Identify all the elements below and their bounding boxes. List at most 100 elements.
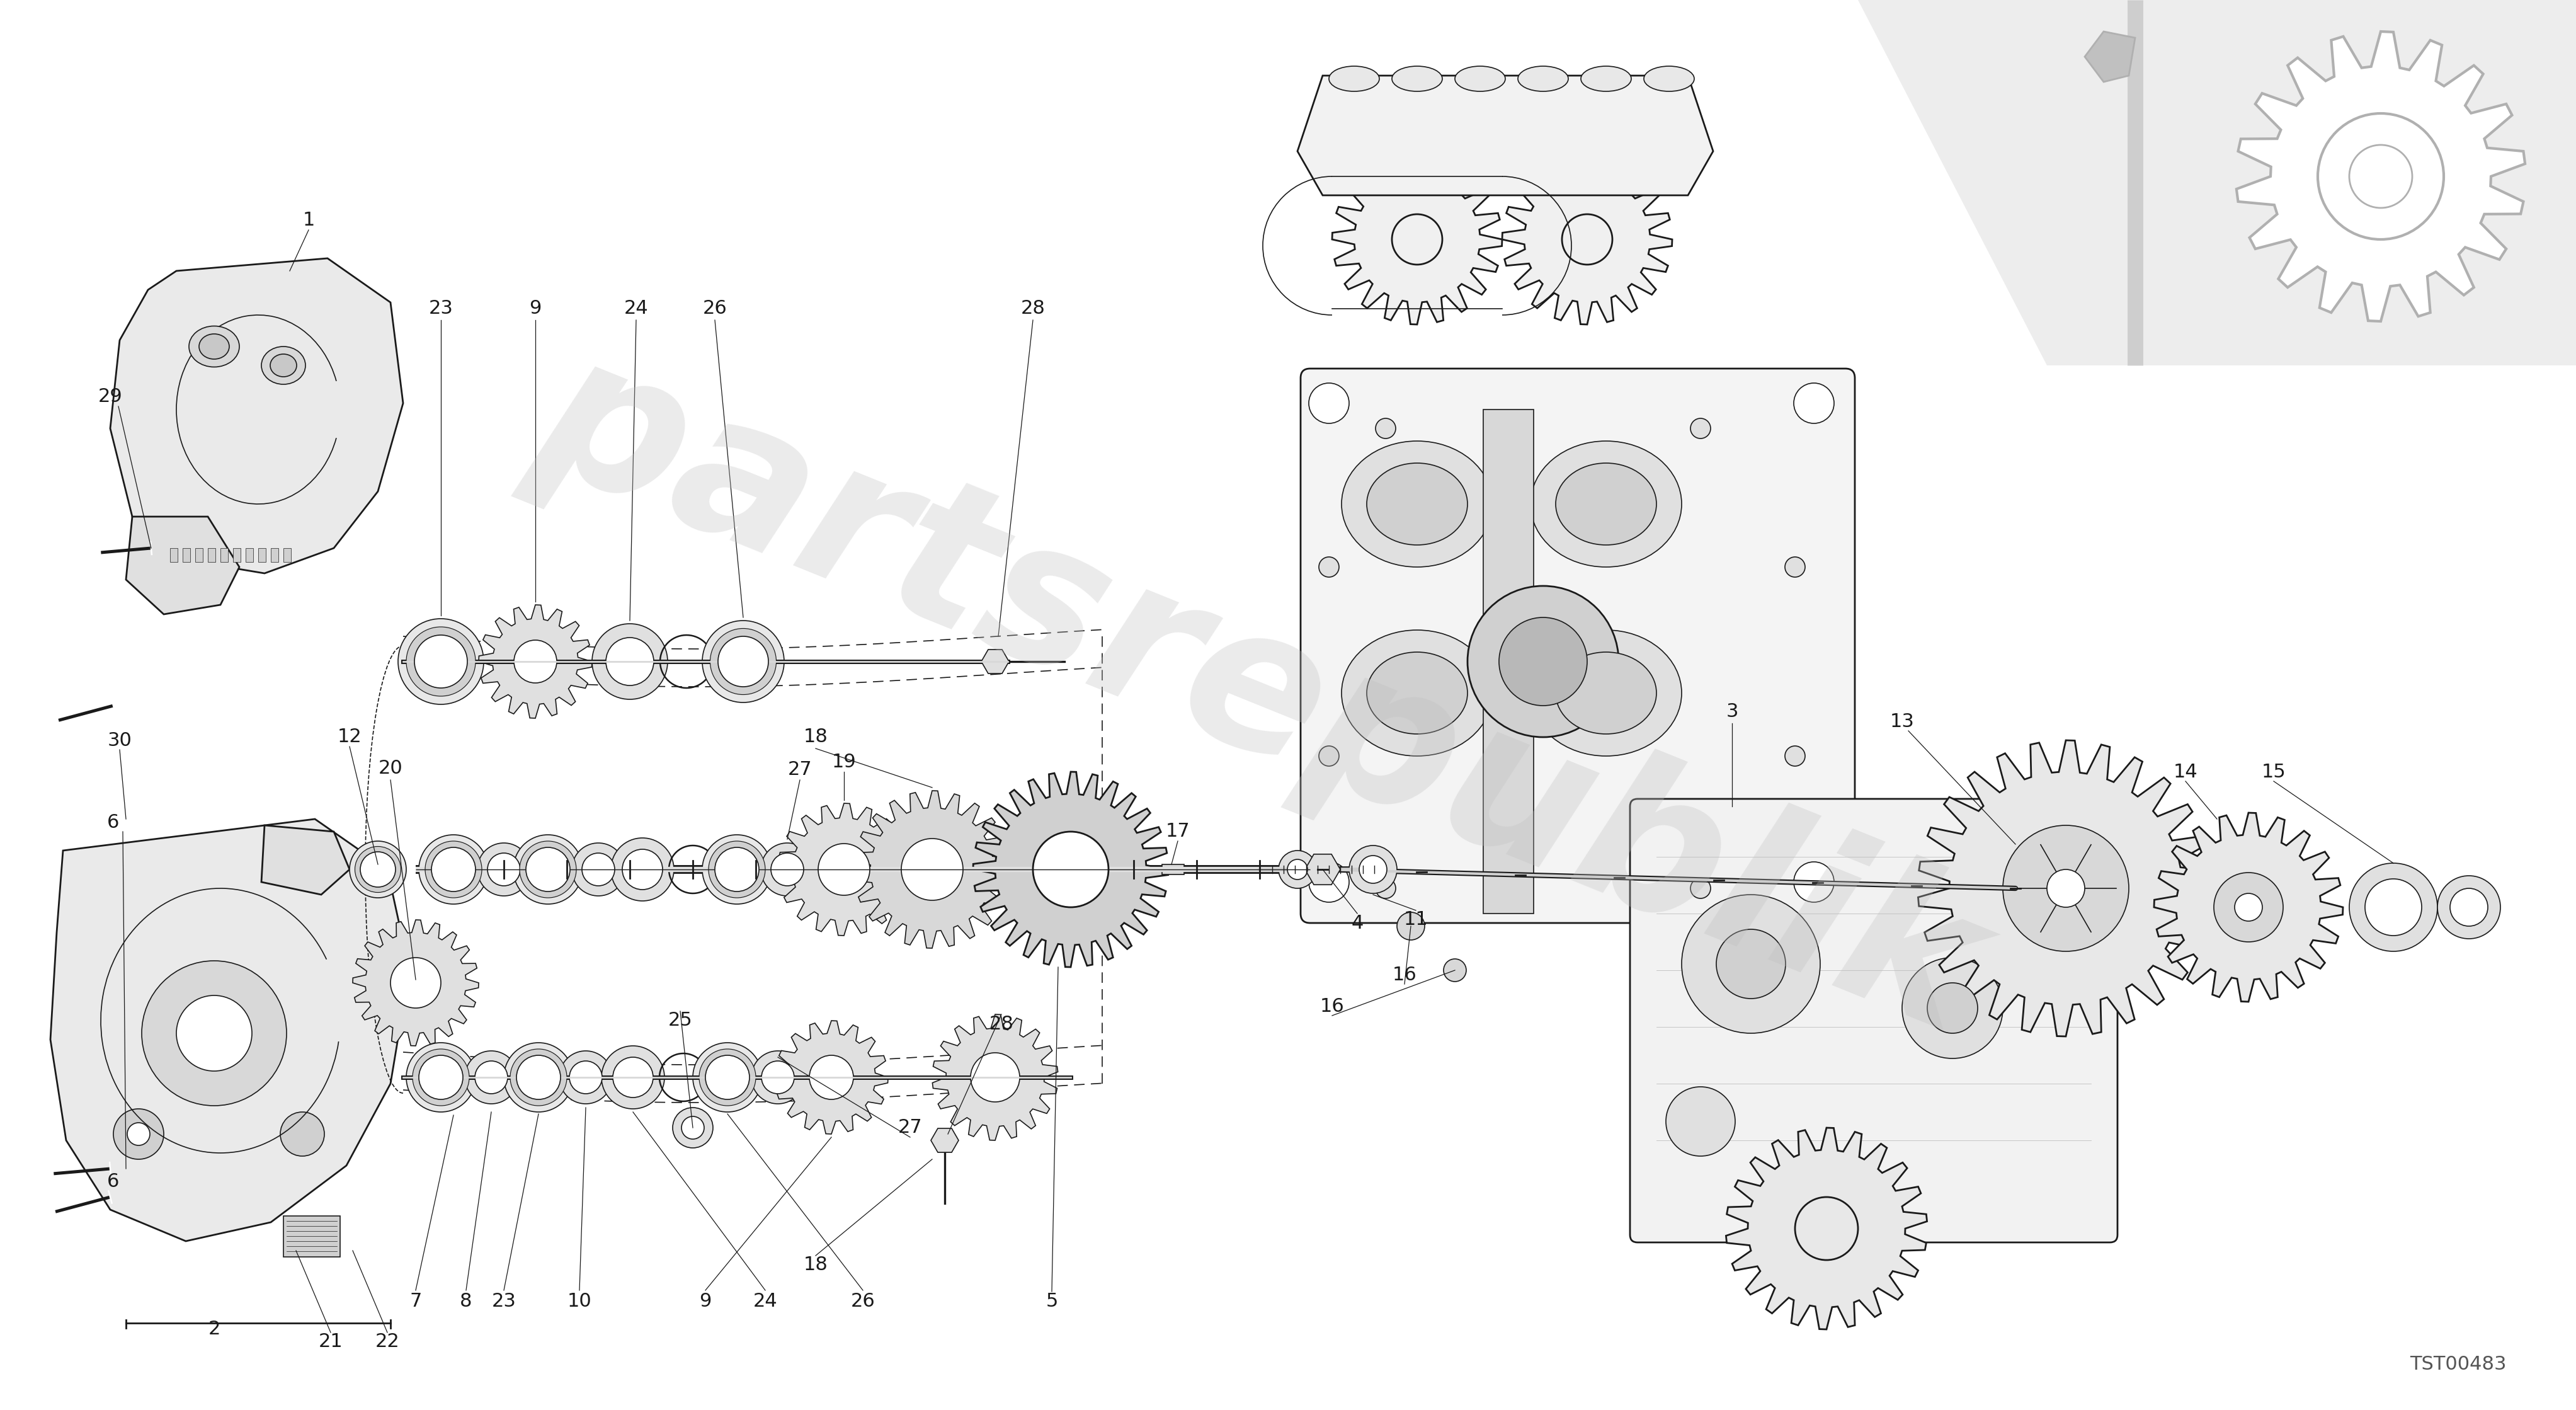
Circle shape [515, 1055, 562, 1100]
Text: 14: 14 [2172, 763, 2197, 781]
Text: 9: 9 [528, 299, 541, 317]
Circle shape [126, 1122, 149, 1145]
Circle shape [487, 853, 520, 885]
FancyBboxPatch shape [1631, 799, 2117, 1242]
Polygon shape [2236, 31, 2524, 321]
Circle shape [2349, 145, 2411, 207]
Circle shape [902, 839, 963, 901]
Circle shape [809, 1055, 853, 1100]
Bar [222, 548, 227, 563]
Circle shape [719, 636, 768, 687]
Circle shape [605, 637, 654, 685]
Ellipse shape [1530, 441, 1682, 567]
Ellipse shape [1365, 462, 1468, 546]
Circle shape [474, 1060, 507, 1094]
Text: 23: 23 [492, 1292, 515, 1310]
Polygon shape [260, 825, 350, 894]
Circle shape [1278, 850, 1316, 888]
Polygon shape [1917, 740, 2213, 1036]
Bar [283, 1215, 340, 1256]
Circle shape [1927, 983, 1978, 1034]
Circle shape [703, 835, 770, 904]
Ellipse shape [1556, 651, 1656, 735]
Circle shape [520, 842, 577, 898]
Circle shape [420, 1055, 464, 1100]
Circle shape [1376, 878, 1396, 898]
Circle shape [1690, 878, 1710, 898]
Circle shape [2213, 873, 2282, 942]
Circle shape [392, 957, 440, 1008]
Circle shape [613, 1058, 652, 1097]
Circle shape [572, 843, 623, 895]
Text: 1: 1 [301, 211, 314, 230]
Text: 4: 4 [1350, 914, 1363, 932]
Polygon shape [1502, 154, 1672, 324]
Circle shape [407, 1042, 477, 1112]
Circle shape [1358, 856, 1386, 883]
Circle shape [714, 847, 760, 891]
Circle shape [1793, 862, 1834, 902]
Circle shape [1288, 859, 1306, 880]
Circle shape [1468, 587, 1618, 737]
Circle shape [113, 1108, 165, 1159]
Text: 16: 16 [1391, 966, 1417, 984]
Polygon shape [2154, 812, 2342, 1001]
Text: 11: 11 [1404, 911, 1427, 929]
Ellipse shape [270, 354, 296, 376]
Text: 25: 25 [667, 1011, 693, 1029]
Circle shape [1901, 957, 2002, 1059]
FancyBboxPatch shape [1301, 368, 1855, 924]
Circle shape [1350, 846, 1396, 894]
Circle shape [623, 849, 662, 890]
Circle shape [752, 1050, 804, 1104]
Circle shape [2437, 876, 2499, 939]
Ellipse shape [1391, 66, 1443, 92]
Circle shape [711, 629, 775, 695]
Circle shape [1795, 1197, 1857, 1261]
Ellipse shape [260, 347, 307, 385]
Bar [232, 548, 240, 563]
Circle shape [361, 852, 397, 887]
Text: 28: 28 [989, 1015, 1012, 1034]
Ellipse shape [1342, 630, 1492, 756]
Circle shape [355, 846, 402, 893]
Text: 16: 16 [1319, 998, 1345, 1017]
Ellipse shape [1556, 462, 1656, 546]
Circle shape [698, 1049, 755, 1105]
Bar [270, 548, 278, 563]
Text: 18: 18 [804, 728, 827, 746]
Circle shape [1561, 214, 1613, 265]
Circle shape [175, 995, 252, 1072]
Bar [258, 548, 265, 563]
Ellipse shape [1342, 441, 1492, 567]
Text: 28: 28 [1020, 299, 1046, 317]
Text: 27: 27 [788, 761, 811, 780]
Circle shape [1499, 618, 1587, 705]
Text: 7: 7 [410, 1292, 422, 1310]
Text: 20: 20 [379, 760, 402, 778]
Text: 10: 10 [567, 1292, 592, 1310]
Polygon shape [1857, 0, 2576, 365]
Polygon shape [1303, 854, 1340, 884]
Circle shape [2020, 842, 2112, 935]
Text: 15: 15 [2262, 763, 2285, 781]
Circle shape [1376, 419, 1396, 439]
Circle shape [477, 843, 531, 895]
Text: 5: 5 [1046, 1292, 1059, 1310]
Circle shape [2336, 133, 2424, 220]
Circle shape [706, 1055, 750, 1100]
Circle shape [1319, 557, 1340, 577]
Ellipse shape [188, 326, 240, 367]
Polygon shape [111, 258, 402, 574]
Text: 30: 30 [108, 732, 131, 750]
Polygon shape [853, 791, 1010, 948]
Text: 17: 17 [1164, 822, 1190, 840]
Circle shape [2218, 878, 2277, 936]
Circle shape [819, 843, 871, 895]
Polygon shape [1298, 76, 1713, 196]
Text: 22: 22 [376, 1332, 399, 1351]
Circle shape [1443, 959, 1466, 981]
Text: 9: 9 [698, 1292, 711, 1310]
Polygon shape [981, 650, 1010, 674]
Circle shape [2002, 825, 2128, 952]
